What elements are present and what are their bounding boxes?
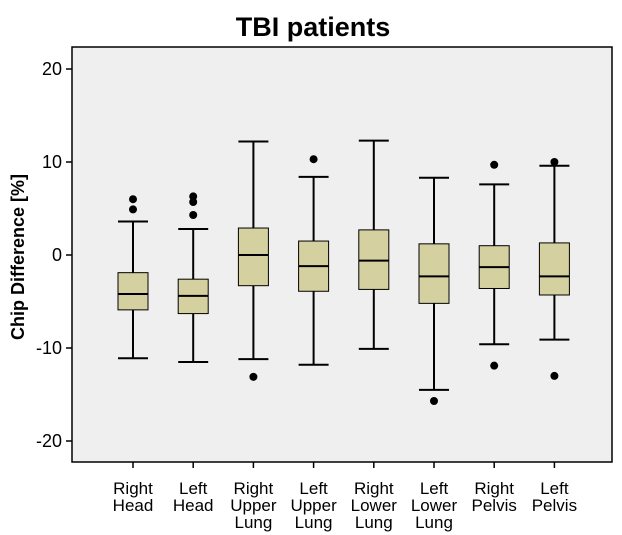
x-tick-label: Left Head: [173, 479, 214, 515]
x-tick-label: Right Pelvis: [472, 479, 517, 515]
box-left-upper-lung: [298, 155, 330, 366]
outlier-point: [249, 372, 258, 381]
x-axis: Right Head Left Head Right Upper Lung Left Upper…: [113, 462, 577, 532]
y-tick-label: 10: [42, 152, 62, 172]
box-right-lower-lung: [358, 139, 390, 350]
y-axis: 20 10 0 -10 -20: [36, 59, 72, 451]
iqr-box: [237, 227, 269, 287]
y-tick-label: -20: [36, 431, 62, 451]
x-tick-label: Right Upper Lung: [230, 479, 277, 532]
x-tick-label: Left Pelvis: [532, 479, 577, 515]
chart-title: TBI patients: [236, 12, 391, 42]
box-right-upper-lung: [237, 140, 269, 381]
outlier-point: [550, 158, 559, 166]
box-series: [117, 139, 570, 406]
y-tick-label: 20: [42, 59, 62, 79]
outlier-point: [490, 160, 499, 169]
outlier-point: [189, 192, 198, 201]
outlier-point: [550, 371, 559, 380]
iqr-box: [418, 243, 450, 304]
outlier-point: [129, 205, 137, 214]
box-right-pelvis: [478, 160, 510, 370]
box-left-pelvis: [538, 158, 570, 380]
plot-area: [71, 46, 613, 463]
outlier-point: [490, 361, 499, 370]
outlier-point: [129, 195, 137, 204]
x-tick-label: Left Lower Lung: [411, 479, 458, 532]
y-axis-label: Chip Difference [%]: [8, 174, 28, 340]
outlier-point: [309, 155, 318, 164]
x-tick-label: Left Upper Lung: [290, 479, 337, 532]
x-tick-label: Right Head: [113, 479, 154, 515]
x-tick-label: Right Lower Lung: [351, 479, 398, 532]
iqr-box: [117, 272, 149, 311]
box-left-head: [177, 192, 209, 363]
outlier-point: [189, 211, 198, 220]
outlier-point: [430, 397, 438, 406]
outlier-point: [189, 197, 198, 206]
iqr-box: [538, 242, 570, 296]
y-tick-label: 0: [52, 245, 62, 265]
y-tick-label: -10: [36, 338, 62, 358]
box-left-lower-lung: [418, 176, 450, 406]
box-right-head: [117, 195, 149, 360]
